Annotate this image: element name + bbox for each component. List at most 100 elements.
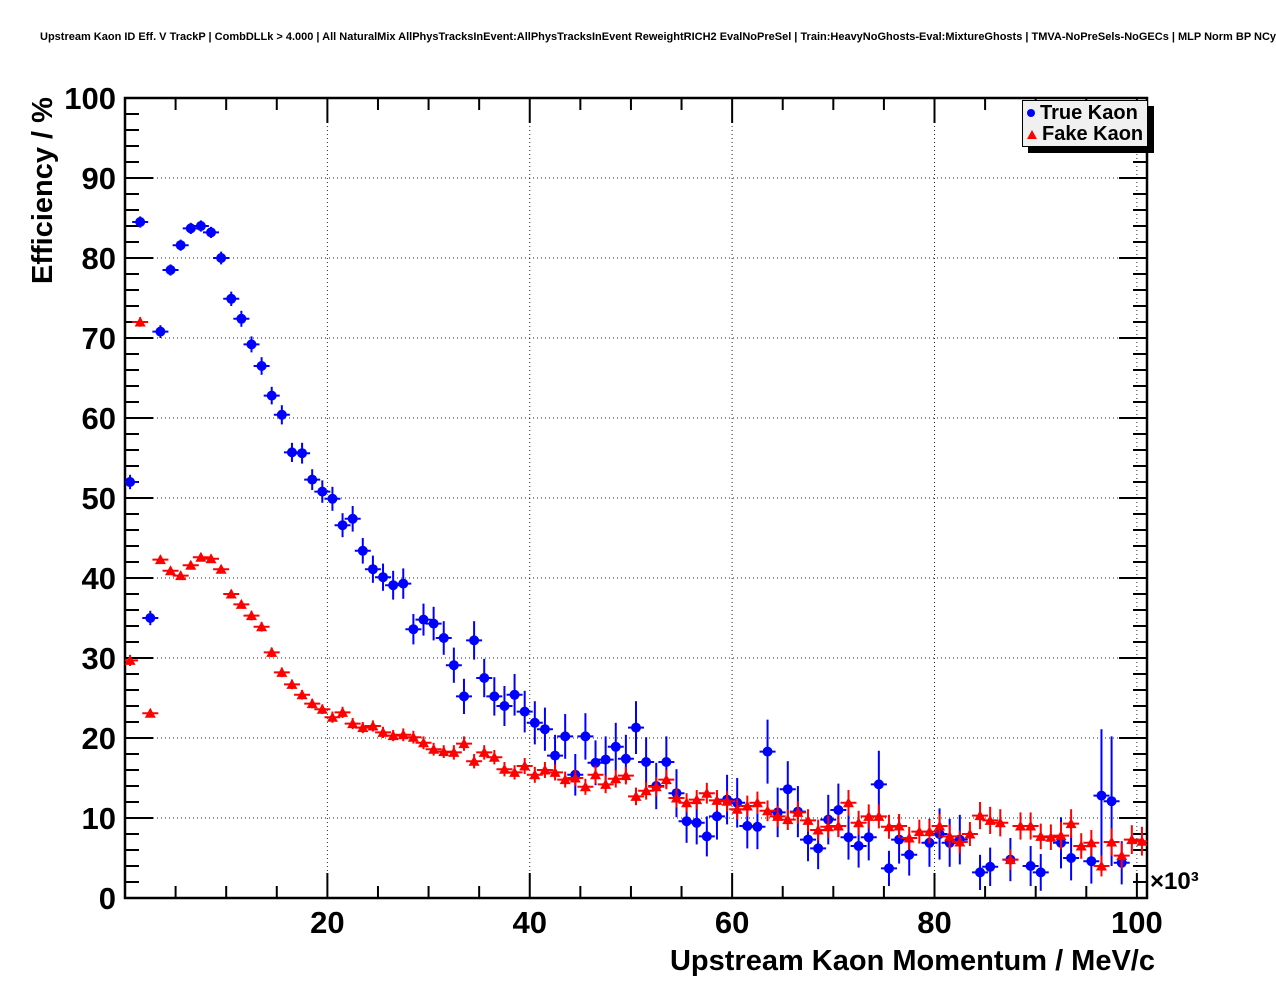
fake-kaon-data-point bbox=[944, 830, 956, 841]
fake-kaon-data-point bbox=[1116, 850, 1128, 861]
true-kaon-data-point bbox=[631, 722, 641, 733]
y-tick-label: 10 bbox=[82, 801, 116, 836]
fake-kaon-data-point bbox=[154, 554, 166, 565]
fake-kaon-data-point bbox=[215, 563, 227, 574]
fake-kaon-data-point bbox=[519, 760, 531, 771]
true-kaon-data-point bbox=[337, 520, 348, 531]
fake-kaon-data-point bbox=[863, 810, 875, 821]
true-kaon-circle-marker-icon bbox=[1027, 108, 1035, 117]
true-kaon-data-point bbox=[904, 849, 915, 860]
fake-kaon-data-point bbox=[670, 792, 682, 803]
x-axis-scale-label: ×10³ bbox=[1150, 868, 1199, 895]
fake-kaon-data-point bbox=[1085, 837, 1097, 848]
y-tick-label: 80 bbox=[82, 241, 116, 276]
true-kaon-data-point bbox=[600, 754, 611, 765]
fake-kaon-data-point bbox=[1055, 830, 1067, 841]
legend: True Kaon Fake Kaon bbox=[1022, 100, 1148, 147]
true-kaon-data-point bbox=[347, 513, 358, 524]
x-tick-label: 100 bbox=[1111, 905, 1163, 940]
true-kaon-data-point bbox=[479, 673, 490, 683]
fake-kaon-data-point bbox=[853, 817, 865, 828]
fake-kaon-data-point bbox=[792, 806, 804, 817]
true-kaon-data-point bbox=[641, 757, 652, 767]
true-kaon-data-point bbox=[448, 660, 459, 671]
true-kaon-data-point bbox=[367, 564, 378, 575]
true-kaon-data-point bbox=[1066, 853, 1077, 863]
fake-kaon-data-point bbox=[691, 794, 703, 805]
plot-title: Upstream Kaon ID Eff. V TrackP | CombDLL… bbox=[40, 31, 1276, 43]
true-kaon-data-point bbox=[357, 545, 368, 556]
fake-kaon-data-point bbox=[640, 785, 652, 796]
fake-kaon-data-point bbox=[1025, 820, 1037, 831]
true-kaon-data-point bbox=[873, 779, 884, 790]
fake-kaon-data-point bbox=[225, 588, 237, 599]
legend-label-fake-kaon: Fake Kaon bbox=[1042, 123, 1144, 146]
fake-kaon-data-point bbox=[954, 836, 966, 847]
axis-ticks bbox=[125, 98, 1147, 898]
fake-kaon-data-point bbox=[782, 814, 794, 825]
y-tick-label: 40 bbox=[82, 561, 116, 596]
true-kaon-data-point bbox=[236, 313, 247, 324]
fake-kaon-data-point bbox=[245, 610, 257, 621]
true-kaon-data-point bbox=[297, 448, 308, 459]
fake-kaon-data-point bbox=[1035, 830, 1047, 841]
true-kaon-data-point bbox=[853, 841, 864, 851]
true-kaon-series bbox=[125, 216, 1130, 891]
true-kaon-data-point bbox=[286, 447, 297, 458]
fake-kaon-data-point bbox=[185, 559, 197, 570]
plot-frame bbox=[123, 96, 1149, 900]
true-kaon-data-point bbox=[135, 217, 146, 227]
fake-kaon-data-point bbox=[994, 817, 1006, 828]
fake-kaon-data-point bbox=[923, 826, 935, 837]
true-kaon-data-point bbox=[560, 731, 571, 742]
true-kaon-data-point bbox=[317, 486, 328, 497]
fake-kaon-data-point bbox=[569, 772, 581, 783]
fake-kaon-data-point bbox=[1095, 860, 1107, 871]
fake-kaon-data-point bbox=[357, 722, 369, 733]
true-kaon-data-point bbox=[226, 293, 237, 304]
true-kaon-data-point bbox=[782, 784, 793, 795]
true-kaon-data-point bbox=[256, 361, 267, 371]
fake-kaon-data-point bbox=[559, 774, 571, 785]
true-kaon-data-point bbox=[833, 805, 844, 815]
fake-kaon-data-point bbox=[266, 646, 278, 657]
fake-kaon-data-point bbox=[711, 794, 723, 805]
fake-kaon-data-point bbox=[438, 746, 450, 757]
true-kaon-data-point bbox=[580, 731, 591, 742]
fake-kaon-data-point bbox=[1045, 831, 1057, 842]
fake-kaon-data-point bbox=[762, 805, 774, 816]
fake-kaon-data-point bbox=[1065, 818, 1077, 829]
fake-kaon-data-point bbox=[235, 598, 247, 609]
y-tick-label: 60 bbox=[82, 401, 116, 436]
true-kaon-data-point bbox=[307, 474, 318, 485]
fake-kaon-data-point bbox=[509, 766, 521, 777]
true-kaon-data-point bbox=[195, 221, 206, 231]
fake-kaon-data-point bbox=[681, 797, 693, 808]
true-kaon-data-point bbox=[458, 691, 469, 702]
true-kaon-data-point bbox=[529, 717, 540, 728]
true-kaon-data-point bbox=[327, 493, 338, 504]
y-tick-label: 100 bbox=[64, 81, 116, 116]
x-tick-label: 20 bbox=[310, 905, 344, 940]
fake-kaon-data-point bbox=[134, 316, 146, 327]
true-kaon-data-point bbox=[661, 757, 672, 767]
x-tick-label: 40 bbox=[513, 905, 547, 940]
true-kaon-data-point bbox=[519, 706, 530, 717]
fake-kaon-data-point bbox=[1106, 836, 1118, 847]
fake-kaon-data-point bbox=[610, 773, 622, 784]
true-kaon-data-point bbox=[711, 811, 722, 822]
true-kaon-data-point bbox=[378, 572, 389, 583]
true-kaon-data-point bbox=[762, 746, 773, 757]
fake-kaon-data-point bbox=[448, 746, 460, 757]
fake-kaon-data-point bbox=[802, 814, 814, 825]
fake-kaon-data-point bbox=[812, 824, 824, 835]
fake-kaon-data-point bbox=[1136, 835, 1147, 846]
fake-kaon-data-point bbox=[367, 720, 379, 731]
fake-kaon-data-point bbox=[407, 731, 419, 742]
fake-kaon-data-point bbox=[165, 565, 177, 576]
true-kaon-data-point bbox=[175, 240, 186, 251]
true-kaon-data-point bbox=[509, 689, 520, 700]
true-kaon-data-point bbox=[610, 741, 621, 752]
fake-kaon-data-point bbox=[326, 711, 338, 722]
